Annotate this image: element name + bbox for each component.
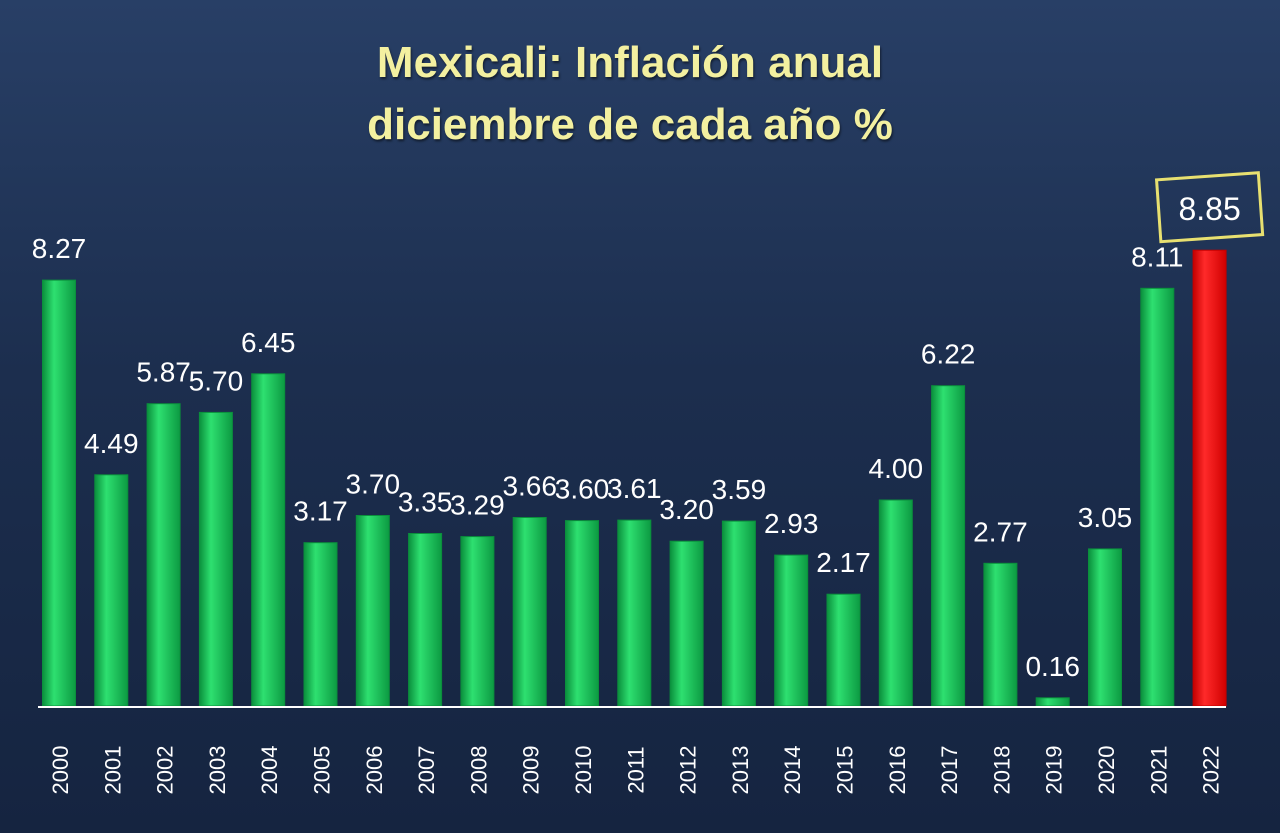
data-label-2011: 3.61 <box>607 473 662 504</box>
bar-2001 <box>94 474 129 707</box>
x-tick-2000: 2000 <box>48 746 73 795</box>
bar-2009 <box>512 517 547 707</box>
x-tick-2003: 2003 <box>205 746 230 795</box>
data-label-2015: 2.17 <box>816 547 871 578</box>
x-tick-2009: 2009 <box>519 746 544 795</box>
data-label-2001: 4.49 <box>84 428 139 459</box>
bar-2003 <box>198 411 233 707</box>
bar-2014 <box>774 554 809 707</box>
x-tick-2021: 2021 <box>1146 746 1171 795</box>
x-tick-2012: 2012 <box>676 746 701 795</box>
bar-2017 <box>931 385 966 707</box>
x-tick-2020: 2020 <box>1094 746 1119 795</box>
x-tick-2011: 2011 <box>623 746 648 793</box>
bar-2005 <box>303 542 338 707</box>
data-label-2004: 6.45 <box>241 327 296 358</box>
data-label-2002: 5.87 <box>136 357 191 388</box>
x-tick-2018: 2018 <box>989 746 1014 795</box>
x-tick-2007: 2007 <box>414 746 439 795</box>
data-label-2019: 0.16 <box>1025 651 1080 682</box>
x-tick-2002: 2002 <box>153 746 178 795</box>
x-tick-2010: 2010 <box>571 746 596 795</box>
data-label-2000: 8.27 <box>32 233 87 264</box>
data-label-2003: 5.70 <box>189 365 244 396</box>
bar-2022 <box>1192 249 1227 707</box>
data-label-2007: 3.35 <box>398 487 453 518</box>
bar-2019 <box>1035 697 1070 707</box>
data-label-2013: 3.59 <box>712 474 767 505</box>
data-label-2006: 3.70 <box>346 469 401 500</box>
data-label-2017: 6.22 <box>921 339 976 370</box>
data-label-2022: 8.85 <box>1178 191 1240 227</box>
data-label-2005: 3.17 <box>293 496 348 527</box>
x-tick-2013: 2013 <box>728 746 753 795</box>
x-tick-2016: 2016 <box>885 746 910 795</box>
data-label-2020: 3.05 <box>1078 502 1133 533</box>
bar-2002 <box>146 403 181 707</box>
data-label-2010: 3.60 <box>555 474 610 505</box>
bar-2021 <box>1140 287 1175 707</box>
data-label-2018: 2.77 <box>973 516 1028 547</box>
x-tick-2001: 2001 <box>100 746 125 795</box>
bar-2004 <box>251 373 286 707</box>
x-tick-2015: 2015 <box>833 746 858 795</box>
bar-2015 <box>826 593 861 707</box>
bar-2016 <box>878 499 913 707</box>
chart-title-line-2: diciembre de cada año % <box>367 100 893 149</box>
x-tick-2017: 2017 <box>937 746 962 795</box>
x-tick-2005: 2005 <box>310 746 335 795</box>
bar-2010 <box>565 520 599 707</box>
x-tick-2014: 2014 <box>780 746 805 795</box>
data-label-2016: 4.00 <box>869 453 924 484</box>
chart-title-line-1: Mexicali: Inflación anual <box>376 38 884 87</box>
x-tick-2008: 2008 <box>466 746 491 795</box>
bar-2006 <box>355 515 390 707</box>
bar-2018 <box>983 562 1018 707</box>
bar-2013 <box>721 520 756 707</box>
x-tick-2004: 2004 <box>257 746 282 795</box>
bar-2012 <box>669 540 704 707</box>
bar-2011 <box>617 519 652 707</box>
data-label-2012: 3.20 <box>659 494 714 525</box>
highlight-box <box>1154 171 1265 244</box>
x-tick-2019: 2019 <box>1042 746 1067 795</box>
data-label-2014: 2.93 <box>764 508 819 539</box>
bar-2020 <box>1088 548 1122 707</box>
bar-2008 <box>460 536 495 707</box>
bar-2007 <box>408 533 443 707</box>
x-tick-2006: 2006 <box>362 746 387 795</box>
x-tick-2022: 2022 <box>1199 746 1224 795</box>
data-label-2021: 8.11 <box>1131 241 1183 272</box>
data-label-2008: 3.29 <box>450 490 505 521</box>
data-label-2009: 3.66 <box>502 471 557 502</box>
bar-2000 <box>42 279 76 707</box>
